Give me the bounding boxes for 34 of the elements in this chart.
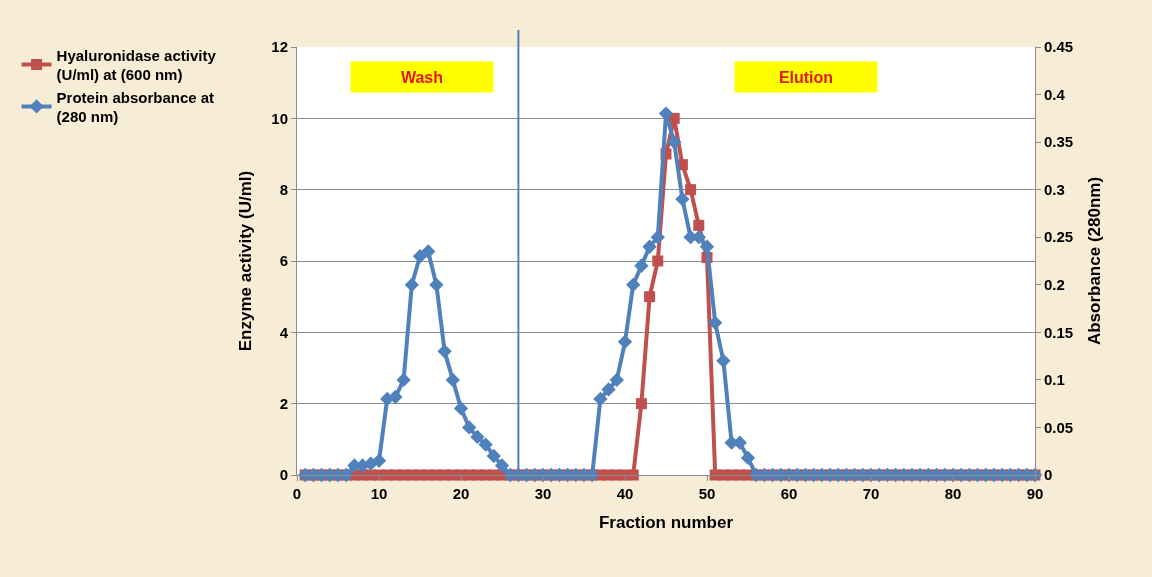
y2-tick-label: 0.3: [1044, 180, 1065, 198]
x-tick-label: 90: [1026, 485, 1044, 502]
y-tick-label: 6: [279, 252, 288, 270]
annotation: Wash: [400, 68, 444, 86]
y2-tick-label: 0.2: [1044, 276, 1065, 294]
legend-label: Protein absorbance at (280 nm): [56, 88, 215, 126]
x-tick-label: 30: [534, 485, 552, 502]
y2-axis-title: Absorbance (280nm): [1084, 176, 1104, 346]
y2-tick-label: 0.1: [1044, 371, 1065, 389]
legend-label: Hyaluronidase activity (U/ml) at (600 nm): [56, 46, 217, 84]
x-tick-label: 0: [292, 485, 302, 502]
x-tick-label: 40: [616, 485, 634, 502]
y2-tick-label: 0: [1044, 466, 1053, 484]
y-tick-label: 2: [279, 394, 288, 412]
x-tick-label: 10: [370, 485, 388, 502]
x-tick-label: 60: [780, 485, 798, 502]
y2-tick-label: 0.35: [1044, 133, 1074, 151]
y2-tick-label: 0.25: [1044, 228, 1074, 246]
x-tick-label: 70: [862, 485, 880, 502]
y2-tick-label: 0.4: [1044, 85, 1066, 103]
y2-tick-label: 0.45: [1044, 38, 1074, 56]
y2-tick-label: 0.05: [1044, 418, 1074, 436]
y2-tick-label: 0.15: [1044, 323, 1074, 341]
x-tick-label: 20: [452, 485, 470, 502]
y-tick-label: 12: [271, 38, 288, 56]
x-axis-title: Fraction number: [598, 513, 734, 533]
x-tick-label: 50: [698, 485, 716, 502]
y-tick-label: 4: [279, 323, 289, 341]
annotation: Elution: [778, 68, 834, 86]
y-axis-title: Enzyme activity (U/ml): [235, 170, 255, 352]
x-tick-label: 80: [944, 485, 962, 502]
y-tick-label: 8: [279, 180, 288, 198]
y-tick-label: 0: [279, 466, 288, 484]
y-tick-label: 10: [271, 109, 288, 127]
